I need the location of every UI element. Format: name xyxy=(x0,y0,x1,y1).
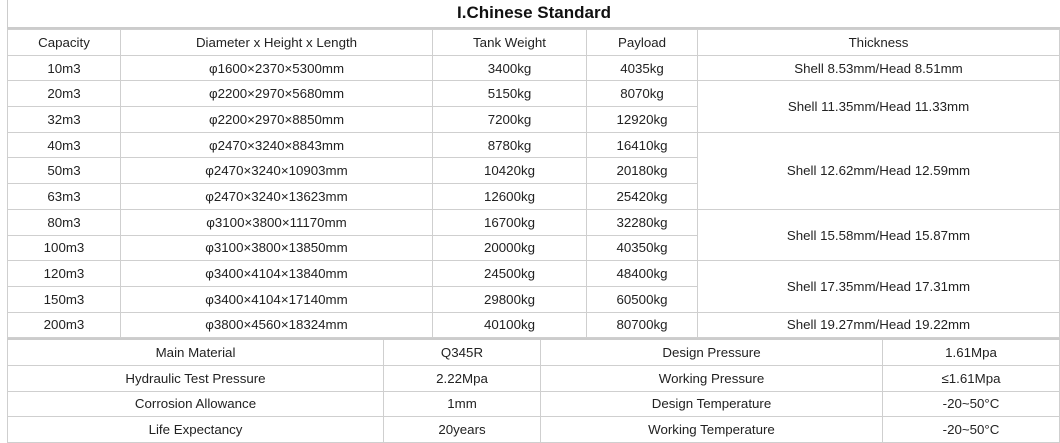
spec-label: Life Expectancy xyxy=(7,416,384,443)
cell-dimensions: φ2200×2970×5680mm xyxy=(120,80,433,108)
cell-capacity: 50m3 xyxy=(7,157,121,185)
spec-value: 1mm xyxy=(383,390,541,418)
cell-capacity: 20m3 xyxy=(7,80,121,108)
table-row: 50m3 φ2470×3240×10903mm 10420kg 20180kg xyxy=(7,157,1060,185)
spec-value: 1.61Mpa xyxy=(882,338,1060,366)
header-tank-weight: Tank Weight xyxy=(432,29,587,56)
cell-tank-weight: 3400kg xyxy=(432,54,587,82)
cell-tank-weight: 5150kg xyxy=(432,80,587,108)
cell-tank-weight: 8780kg xyxy=(432,131,587,159)
cell-payload: 40350kg xyxy=(586,234,698,262)
cell-tank-weight: 20000kg xyxy=(432,234,587,262)
cell-tank-weight: 29800kg xyxy=(432,285,587,313)
spec-value: 20years xyxy=(383,416,541,443)
table-row: 63m3 φ2470×3240×13623mm 12600kg 25420kg xyxy=(7,183,1060,210)
cell-thickness: Shell 11.35mm/Head 11.33mm xyxy=(697,80,1060,133)
cell-capacity: 100m3 xyxy=(7,234,121,262)
spec-row: Corrosion Allowance 1mm Design Temperature… xyxy=(7,390,1060,418)
cell-tank-weight: 24500kg xyxy=(432,260,587,287)
cell-capacity: 150m3 xyxy=(7,285,121,313)
cell-dimensions: φ3100×3800×13850mm xyxy=(120,234,433,262)
spec-value: Q345R xyxy=(383,338,541,366)
cell-payload: 8070kg xyxy=(586,80,698,108)
cell-thickness: Shell 17.35mm/Head 17.31mm xyxy=(697,260,1060,313)
cell-tank-weight: 12600kg xyxy=(432,183,587,210)
cell-capacity: 63m3 xyxy=(7,183,121,210)
cell-capacity: 120m3 xyxy=(7,260,121,287)
cell-payload: 4035kg xyxy=(586,54,698,82)
cell-dimensions: φ3100×3800×11170mm xyxy=(120,208,433,236)
cell-payload: 20180kg xyxy=(586,157,698,185)
cell-capacity: 80m3 xyxy=(7,208,121,236)
cell-thickness: Shell 8.53mm/Head 8.51mm xyxy=(697,54,1060,82)
spec-label: Corrosion Allowance xyxy=(7,390,384,418)
cell-payload: 48400kg xyxy=(586,260,698,287)
cell-payload: 25420kg xyxy=(586,183,698,210)
header-capacity: Capacity xyxy=(7,29,121,56)
spec-value: -20~50°C xyxy=(882,416,1060,443)
spec-label: Design Temperature xyxy=(540,390,883,418)
header-thickness: Thickness xyxy=(697,29,1060,56)
cell-dimensions: φ3800×4560×18324mm xyxy=(120,311,433,339)
spec-label: Hydraulic Test Pressure xyxy=(7,364,384,392)
cell-dimensions: φ3400×4104×17140mm xyxy=(120,285,433,313)
header-payload: Payload xyxy=(586,29,698,56)
spec-row: Hydraulic Test Pressure 2.22Mpa Working Pr… xyxy=(7,364,1060,392)
spec-label: Design Pressure xyxy=(540,338,883,366)
cell-capacity: 40m3 xyxy=(7,131,121,159)
spec-row: Main Material Q345R Design Pressure 1.61Mpa xyxy=(7,338,1060,366)
spec-value: -20~50°C xyxy=(882,390,1060,418)
header-dimensions: Diameter x Height x Length xyxy=(120,29,433,56)
table-row: 32m3 φ2200×2970×8850mm 7200kg 12920kg xyxy=(7,106,1060,133)
spec-row: Life Expectancy 20years Working Temperatur… xyxy=(7,416,1060,443)
cell-tank-weight: 40100kg xyxy=(432,311,587,339)
cell-dimensions: φ2470×3240×8843mm xyxy=(120,131,433,159)
cell-thickness: Shell 19.27mm/Head 19.22mm xyxy=(697,311,1060,339)
cell-dimensions: φ3400×4104×13840mm xyxy=(120,260,433,287)
table-row: 100m3 φ3100×3800×13850mm 20000kg 40350kg xyxy=(7,234,1060,262)
cell-payload: 32280kg xyxy=(586,208,698,236)
cell-tank-weight: 7200kg xyxy=(432,106,587,133)
cell-payload: 12920kg xyxy=(586,106,698,133)
cell-tank-weight: 10420kg xyxy=(432,157,587,185)
cell-capacity: 32m3 xyxy=(7,106,121,133)
cell-dimensions: φ1600×2370×5300mm xyxy=(120,54,433,82)
table-row: 80m3 φ3100×3800×11170mm 16700kg 32280kg Shel… xyxy=(7,208,1060,262)
cell-payload: 60500kg xyxy=(586,285,698,313)
cell-dimensions: φ2470×3240×13623mm xyxy=(120,183,433,210)
cell-thickness: Shell 15.58mm/Head 15.87mm xyxy=(697,208,1060,262)
spec-value: ≤1.61Mpa xyxy=(882,364,1060,392)
spec-label: Working Temperature xyxy=(540,416,883,443)
capacity-table: Capacity Diameter x Height x Length Tank… xyxy=(7,29,1060,339)
cell-payload: 16410kg xyxy=(586,131,698,159)
cell-payload: 80700kg xyxy=(586,311,698,339)
table-row: 10m3 φ1600×2370×5300mm 3400kg 4035kg Shell 8… xyxy=(7,54,1060,82)
spec-label: Working Pressure xyxy=(540,364,883,392)
table-row: 20m3 φ2200×2970×5680mm 5150kg 8070kg Shell 1… xyxy=(7,80,1060,133)
spec-sheet: I.Chinese Standard Capacity Diameter x H… xyxy=(7,0,1060,443)
cell-tank-weight: 16700kg xyxy=(432,208,587,236)
cell-thickness: Shell 12.62mm/Head 12.59mm xyxy=(697,131,1060,210)
table-title: I.Chinese Standard xyxy=(7,0,1060,29)
spec-value: 2.22Mpa xyxy=(383,364,541,392)
table-row: 40m3 φ2470×3240×8843mm 8780kg 16410kg Shell … xyxy=(7,131,1060,210)
spec-table: Main Material Q345R Design Pressure 1.61Mpa… xyxy=(7,338,1060,443)
table-row: 200m3 φ3800×4560×18324mm 40100kg 80700kg She… xyxy=(7,311,1060,339)
table-row: 120m3 φ3400×4104×13840mm 24500kg 48400kg She… xyxy=(7,260,1060,313)
header-row: Capacity Diameter x Height x Length Tank… xyxy=(7,29,1060,56)
cell-capacity: 10m3 xyxy=(7,54,121,82)
cell-capacity: 200m3 xyxy=(7,311,121,339)
cell-dimensions: φ2200×2970×8850mm xyxy=(120,106,433,133)
spec-label: Main Material xyxy=(7,338,384,366)
cell-dimensions: φ2470×3240×10903mm xyxy=(120,157,433,185)
